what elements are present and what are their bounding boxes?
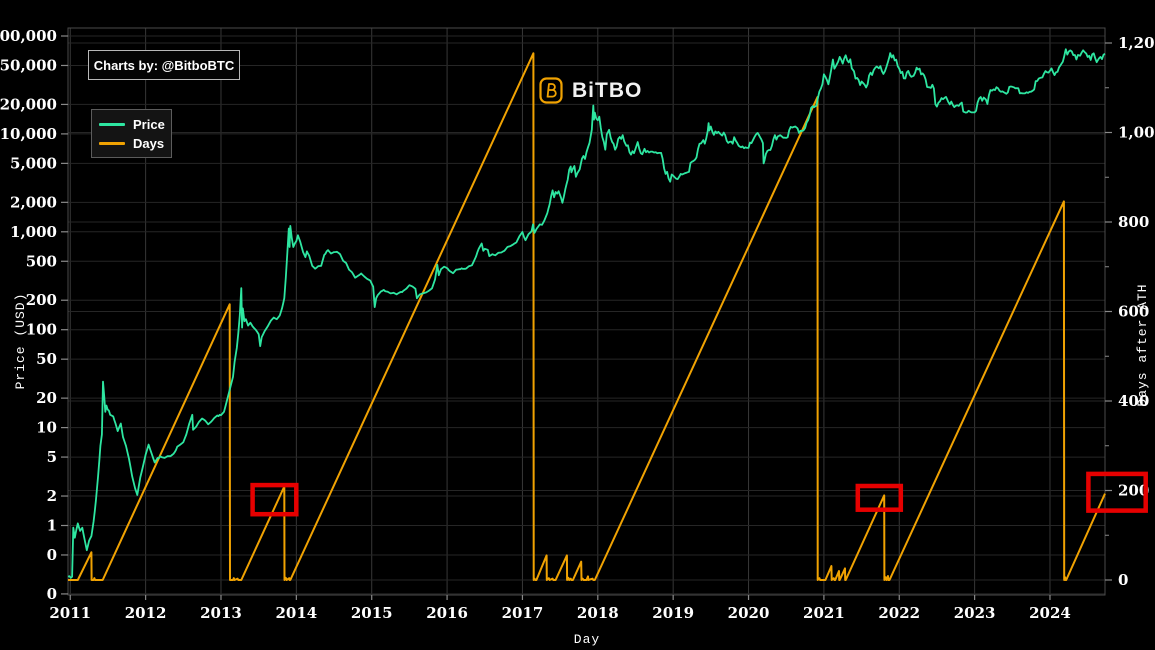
svg-text:10,000: 10,000 [0, 125, 57, 143]
svg-text:500: 500 [26, 252, 57, 270]
svg-text:2017: 2017 [502, 604, 544, 622]
axes [61, 27, 1112, 600]
svg-text:5: 5 [47, 448, 57, 466]
days-line-swatch [99, 141, 125, 145]
svg-text:2016: 2016 [426, 604, 468, 622]
svg-text:100,000: 100,000 [0, 27, 57, 45]
svg-text:100: 100 [26, 321, 57, 339]
legend-item-days: Days [92, 137, 171, 150]
svg-text:2011: 2011 [49, 604, 91, 622]
y-axis-title-left: Price (USD) [13, 293, 28, 390]
svg-text:10: 10 [36, 419, 57, 437]
x-axis-title: Day [574, 632, 600, 647]
svg-text:200: 200 [26, 291, 57, 309]
legend: Price Days [91, 109, 172, 158]
legend-item-price: Price [92, 118, 171, 131]
svg-text:2019: 2019 [652, 604, 694, 622]
svg-text:2018: 2018 [577, 604, 619, 622]
tick-labels: 100,000 50,000 20,000 10,000 5,000 2,000 1,000… [0, 27, 1155, 622]
svg-text:400: 400 [1118, 392, 1149, 410]
svg-text:2024: 2024 [1029, 604, 1071, 622]
svg-text:2012: 2012 [125, 604, 167, 622]
watermark-box: Charts by: @BitboBTC [88, 50, 240, 80]
svg-text:5,000: 5,000 [10, 154, 57, 172]
svg-text:2013: 2013 [200, 604, 242, 622]
svg-text:0: 0 [47, 585, 57, 603]
svg-text:2014: 2014 [275, 604, 317, 622]
bitbo-logo: BiTBO [539, 77, 642, 104]
svg-text:0: 0 [1118, 571, 1128, 589]
svg-text:1,000: 1,000 [1118, 124, 1155, 142]
y-axis-title-right: Days after ATH [1135, 283, 1150, 406]
svg-text:50,000: 50,000 [0, 56, 57, 74]
svg-text:2022: 2022 [878, 604, 920, 622]
price-line-swatch [99, 122, 125, 126]
svg-text:1,000: 1,000 [10, 223, 57, 241]
svg-text:800: 800 [1118, 213, 1149, 231]
legend-label-price: Price [133, 116, 165, 132]
highlight-boxes [250, 471, 1148, 517]
svg-text:2: 2 [47, 487, 57, 505]
bitbo-b-icon [539, 77, 563, 104]
svg-text:20: 20 [36, 389, 57, 407]
svg-text:0: 0 [47, 546, 57, 564]
svg-text:2021: 2021 [803, 604, 845, 622]
watermark-text: Charts by: @BitboBTC [93, 57, 235, 73]
svg-text:600: 600 [1118, 303, 1149, 321]
svg-text:1: 1 [47, 517, 57, 535]
gridlines [68, 28, 1105, 595]
bitbo-logo-text: BiTBO [572, 78, 643, 102]
svg-text:2023: 2023 [954, 604, 996, 622]
svg-text:2,000: 2,000 [10, 193, 57, 211]
svg-text:200: 200 [1118, 482, 1149, 500]
svg-text:2015: 2015 [351, 604, 393, 622]
svg-text:2020: 2020 [728, 604, 770, 622]
legend-label-days: Days [133, 135, 165, 151]
svg-text:1,200: 1,200 [1118, 34, 1155, 52]
data-series [67, 48, 1106, 581]
svg-text:20,000: 20,000 [0, 95, 57, 113]
svg-text:50: 50 [36, 350, 57, 368]
